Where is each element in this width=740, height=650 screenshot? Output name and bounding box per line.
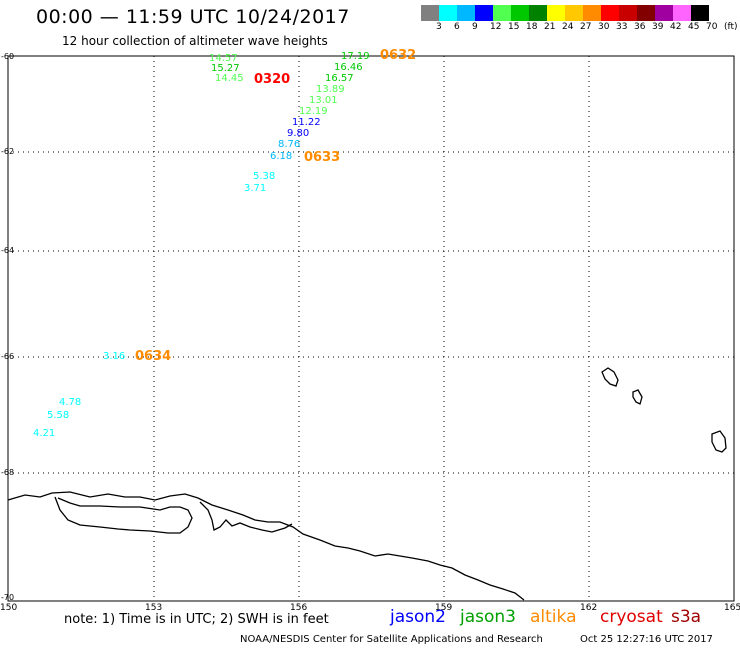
scale-swatch bbox=[439, 5, 457, 21]
satellite-legend-altika: altika bbox=[530, 607, 577, 627]
map-subtitle: 12 hour collection of altimeter wave hei… bbox=[62, 34, 328, 48]
generated-timestamp: Oct 25 12:27:16 UTC 2017 bbox=[580, 634, 713, 645]
wave-height-point: 16.46 bbox=[334, 62, 363, 73]
wave-height-point: 11.22 bbox=[292, 117, 321, 128]
scale-label: 27 bbox=[580, 22, 592, 32]
scale-label: 3 bbox=[436, 22, 442, 32]
scale-label: 36 bbox=[634, 22, 646, 32]
lat-label: -64 bbox=[1, 246, 15, 255]
orbit-label: 0632 bbox=[380, 48, 417, 63]
scale-swatch bbox=[511, 5, 529, 21]
wave-height-point: 13.01 bbox=[309, 95, 338, 106]
scale-swatch bbox=[583, 5, 601, 21]
scale-label: 21 bbox=[544, 22, 556, 32]
scale-label: 18 bbox=[526, 22, 538, 32]
scale-swatch bbox=[421, 5, 439, 21]
scale-swatch bbox=[457, 5, 475, 21]
scale-label: 42 bbox=[670, 22, 682, 32]
lat-label: -68 bbox=[1, 468, 15, 477]
wave-height-point: 14.45 bbox=[215, 73, 244, 84]
scale-swatch bbox=[529, 5, 547, 21]
lon-label: 162 bbox=[580, 603, 598, 613]
scale-swatch bbox=[475, 5, 493, 21]
scale-label: 24 bbox=[562, 22, 574, 32]
scale-label: 15 bbox=[508, 22, 520, 32]
wave-height-point: 14.57 bbox=[209, 53, 238, 64]
scale-label: 45 bbox=[688, 22, 700, 32]
satellite-legend-jason2: jason2 bbox=[390, 607, 446, 627]
satellite-legend-jason3: jason3 bbox=[460, 607, 516, 627]
wave-height-point: 12.19 bbox=[299, 106, 328, 117]
scale-label: (ft) bbox=[724, 22, 738, 32]
lon-label: 156 bbox=[290, 603, 308, 613]
scale-swatch bbox=[673, 5, 691, 21]
coast-inlet-east bbox=[199, 501, 293, 533]
orbit-label: 0633 bbox=[304, 150, 341, 165]
satellite-legend-s3a: s3a bbox=[671, 607, 702, 627]
lat-label: -66 bbox=[1, 352, 15, 361]
grid-lines bbox=[8, 56, 734, 601]
scale-swatch bbox=[601, 5, 619, 21]
credit-line: NOAA/NESDIS Center for Satellite Applica… bbox=[240, 634, 543, 645]
scale-label: 12 bbox=[490, 22, 502, 32]
lon-label: 159 bbox=[435, 603, 453, 613]
scale-swatch bbox=[637, 5, 655, 21]
wave-height-point: 13.89 bbox=[316, 84, 345, 95]
lat-label: -62 bbox=[1, 147, 15, 156]
scale-label: 6 bbox=[454, 22, 460, 32]
footer-note: note: 1) Time is in UTC; 2) SWH is in fe… bbox=[64, 612, 329, 627]
orbit-label: 0634 bbox=[135, 349, 172, 364]
lon-label: 153 bbox=[145, 603, 163, 613]
island-3 bbox=[711, 430, 727, 453]
orbit-label: 0320 bbox=[254, 72, 291, 87]
scale-swatch bbox=[565, 5, 583, 21]
coast-inlet-west bbox=[54, 496, 193, 534]
wave-height-point: 4.21 bbox=[33, 428, 56, 439]
lat-label: -60 bbox=[1, 52, 15, 61]
wave-height-point: 3.71 bbox=[244, 183, 267, 194]
wave-height-point: 16.57 bbox=[325, 73, 354, 84]
scale-swatch bbox=[493, 5, 511, 21]
satellite-legend-cryosat: cryosat bbox=[600, 607, 663, 627]
scale-swatches bbox=[421, 5, 709, 21]
wave-height-point: 17.19 bbox=[341, 51, 370, 62]
wave-height-point: 3.16 bbox=[103, 351, 126, 362]
scale-label: 70 bbox=[706, 22, 718, 32]
lon-label: 165 bbox=[724, 603, 740, 613]
wave-height-point: 6.18 bbox=[270, 151, 293, 162]
lon-label: 150 bbox=[0, 603, 18, 613]
map-title: 00:00 — 11:59 UTC 10/24/2017 bbox=[36, 6, 350, 28]
scale-swatch bbox=[547, 5, 565, 21]
scale-label: 9 bbox=[472, 22, 478, 32]
scale-label: 33 bbox=[616, 22, 628, 32]
island-1 bbox=[601, 367, 619, 387]
scale-swatch bbox=[619, 5, 637, 21]
scale-swatch bbox=[691, 5, 709, 21]
map-frame bbox=[7, 55, 735, 602]
wave-height-point: 5.38 bbox=[253, 171, 276, 182]
island-2 bbox=[632, 389, 643, 405]
wave-height-point: 15.27 bbox=[211, 63, 240, 74]
wave-height-point: 5.58 bbox=[47, 410, 70, 421]
lat-label: -70 bbox=[1, 593, 15, 602]
wave-height-point: 4.78 bbox=[59, 397, 82, 408]
scale-label: 39 bbox=[652, 22, 664, 32]
scale-swatch bbox=[655, 5, 673, 21]
scale-label: 30 bbox=[598, 22, 610, 32]
wave-height-point: 8.76 bbox=[278, 139, 301, 150]
antarctic-coastline bbox=[7, 491, 525, 601]
wave-height-point: 9.80 bbox=[287, 128, 310, 139]
